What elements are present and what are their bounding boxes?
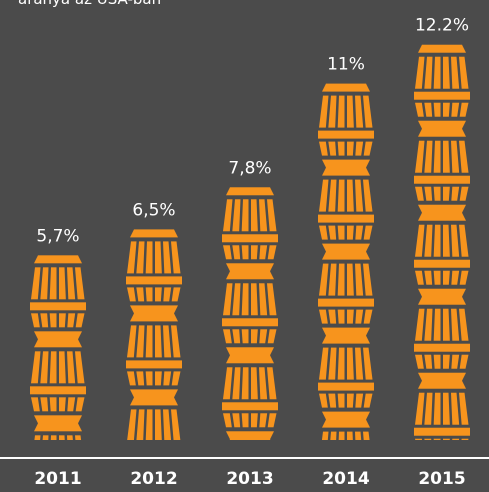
x-tick-label: 2012 bbox=[130, 469, 177, 489]
x-tick-label: 2014 bbox=[322, 469, 369, 489]
bar bbox=[124, 229, 184, 440]
bar bbox=[220, 187, 280, 440]
x-tick-label: 2013 bbox=[226, 469, 273, 489]
value-label: 11% bbox=[327, 55, 365, 75]
x-tick-label: 2011 bbox=[34, 469, 81, 489]
bar bbox=[316, 83, 376, 440]
value-label: 6,5% bbox=[132, 200, 175, 220]
x-tick-label: 2015 bbox=[418, 469, 465, 489]
bar bbox=[412, 44, 472, 440]
bar bbox=[28, 255, 88, 440]
value-label: 5,7% bbox=[36, 226, 79, 246]
value-label: 7,8% bbox=[228, 158, 271, 178]
value-label: 12.2% bbox=[415, 16, 469, 36]
chart-title: aránya az USA-ban bbox=[18, 0, 161, 8]
